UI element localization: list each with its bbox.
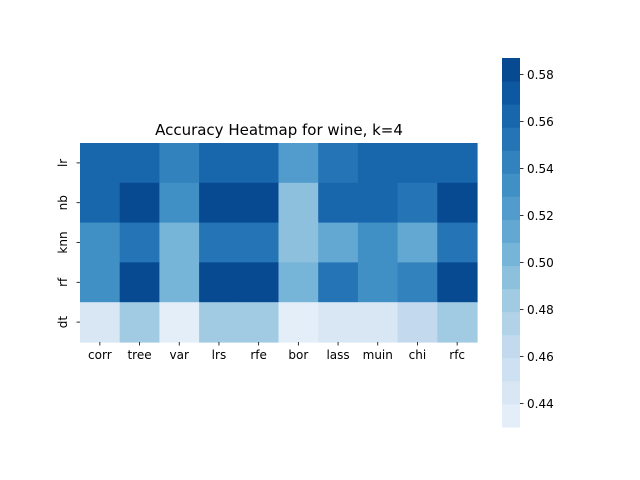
heatmap-cell-knn-var: [159, 222, 200, 263]
colorbar-band: [502, 357, 520, 382]
heatmap-cell-rf-lrs: [199, 262, 240, 303]
colorbar-tick-label: 0.56: [527, 115, 554, 129]
colorbar-tick-label: 0.54: [527, 162, 554, 176]
heatmap-cell-knn-lass: [318, 222, 359, 263]
colorbar-band: [502, 104, 520, 128]
y-axis-ticks: lr nb knn rf dt: [56, 159, 80, 329]
heatmap-cell-nb-rfe: [238, 182, 280, 224]
y-tick-label-lr: lr: [56, 159, 70, 167]
heatmap-cell-rf-rfc: [437, 262, 478, 303]
heatmap-cell-knn-chi: [397, 222, 438, 263]
heatmap-cell-dt-bor: [278, 302, 319, 343]
x-tick-label-tree: tree: [127, 348, 151, 362]
chart-title: Accuracy Heatmap for wine, k=4: [155, 121, 403, 139]
heatmap-cell-dt-lrs: [199, 302, 240, 343]
heatmap-cell-lr-lrs: [199, 143, 240, 184]
heatmap-cell-rf-bor: [278, 262, 319, 303]
y-tick-label-rf: rf: [56, 277, 70, 287]
heatmap-cell-dt-corr: [80, 302, 121, 343]
x-tick-label-bor: bor: [288, 348, 308, 362]
heatmap-cell-knn-tree: [119, 222, 160, 263]
x-tick-label-rfc: rfc: [449, 348, 465, 362]
heatmap-cell-dt-muin: [357, 302, 399, 343]
heatmap-cell-nb-lrs: [199, 182, 240, 224]
colorbar-ticks: 0.44 0.46 0.48 0.50 0.52 0.54 0.56 0.58: [520, 68, 554, 411]
x-tick-label-lass: lass: [326, 348, 349, 362]
colorbar-band: [502, 334, 520, 359]
heatmap-cell-dt-rfe: [238, 302, 280, 343]
colorbar: [502, 58, 520, 428]
heatmap-cell-nb-bor: [278, 182, 319, 224]
colorbar-band: [502, 265, 520, 290]
colorbar-band: [502, 219, 520, 243]
x-tick-label-lrs: lrs: [212, 348, 227, 362]
heatmap-cell-lr-corr: [80, 143, 121, 184]
heatmap-cell-lr-bor: [278, 143, 319, 184]
heatmap-cell-dt-rfc: [437, 302, 478, 343]
x-tick-label-rfe: rfe: [250, 348, 267, 362]
heatmap-cell-rf-chi: [397, 262, 438, 303]
heatmap-cell-lr-lass: [318, 143, 359, 184]
y-tick-label-dt: dt: [56, 316, 70, 329]
colorbar-band: [502, 380, 520, 405]
x-tick-label-var: var: [170, 348, 189, 362]
heatmap-cell-knn-muin: [357, 222, 399, 263]
colorbar-band: [502, 150, 520, 174]
heatmap-cell-knn-corr: [80, 222, 121, 263]
heatmap-cell-lr-tree: [119, 143, 160, 184]
heatmap-cell-knn-bor: [278, 222, 319, 263]
x-tick-label-corr: corr: [88, 348, 112, 362]
x-tick-label-chi: chi: [409, 348, 427, 362]
colorbar-tick-label: 0.52: [527, 209, 554, 223]
heatmap-cell-knn-lrs: [199, 222, 240, 263]
colorbar-tick-label: 0.48: [527, 303, 554, 317]
heatmap-cell-nb-lass: [318, 182, 359, 224]
colorbar-band: [502, 127, 520, 151]
heatmap-cell-nb-var: [159, 182, 200, 224]
colorbar-band: [502, 58, 520, 82]
colorbar-tick-label: 0.44: [527, 397, 554, 411]
heatmap-cell-lr-chi: [397, 143, 438, 184]
colorbar-band: [502, 403, 520, 428]
heatmap-cell-lr-rfe: [238, 143, 280, 184]
heatmap-cell-rf-corr: [80, 262, 121, 303]
heatmap-cell-rf-muin: [357, 262, 399, 303]
colorbar-band: [502, 196, 520, 220]
colorbar-band: [502, 242, 520, 267]
colorbar-tick-label: 0.46: [527, 350, 554, 364]
x-tick-label-muin: muin: [363, 348, 393, 362]
colorbar-band: [502, 311, 520, 336]
heatmap-cells: [80, 143, 478, 343]
colorbar-tick-label: 0.50: [527, 256, 554, 270]
heatmap-cell-dt-chi: [397, 302, 438, 343]
heatmap-cell-knn-rfc: [437, 222, 478, 263]
heatmap-cell-nb-muin: [357, 182, 399, 224]
heatmap-cell-rf-tree: [119, 262, 160, 303]
y-tick-label-nb: nb: [56, 195, 70, 210]
colorbar-band: [502, 288, 520, 313]
heatmap-cell-knn-rfe: [238, 222, 280, 263]
y-tick-label-knn: knn: [56, 231, 70, 253]
heatmap-cell-lr-rfc: [437, 143, 478, 184]
x-axis-ticks: corr tree var lrs rfe bor lass muin chi rfc: [88, 342, 465, 362]
heatmap-cell-dt-tree: [119, 302, 160, 343]
heatmap-cell-nb-chi: [397, 182, 438, 224]
heatmap-cell-rf-lass: [318, 262, 359, 303]
heatmap-cell-rf-var: [159, 262, 200, 303]
heatmap-cell-nb-rfc: [437, 182, 478, 224]
heatmap-cell-dt-var: [159, 302, 200, 343]
heatmap-cell-rf-rfe: [238, 262, 280, 303]
heatmap-cell-lr-var: [159, 143, 200, 184]
heatmap-cell-dt-lass: [318, 302, 359, 343]
colorbar-band: [502, 81, 520, 105]
colorbar-band: [502, 173, 520, 197]
colorbar-tick-label: 0.58: [527, 68, 554, 82]
heatmap-cell-lr-muin: [357, 143, 399, 184]
heatmap-cell-nb-tree: [119, 182, 160, 224]
heatmap-cell-nb-corr: [80, 182, 121, 224]
